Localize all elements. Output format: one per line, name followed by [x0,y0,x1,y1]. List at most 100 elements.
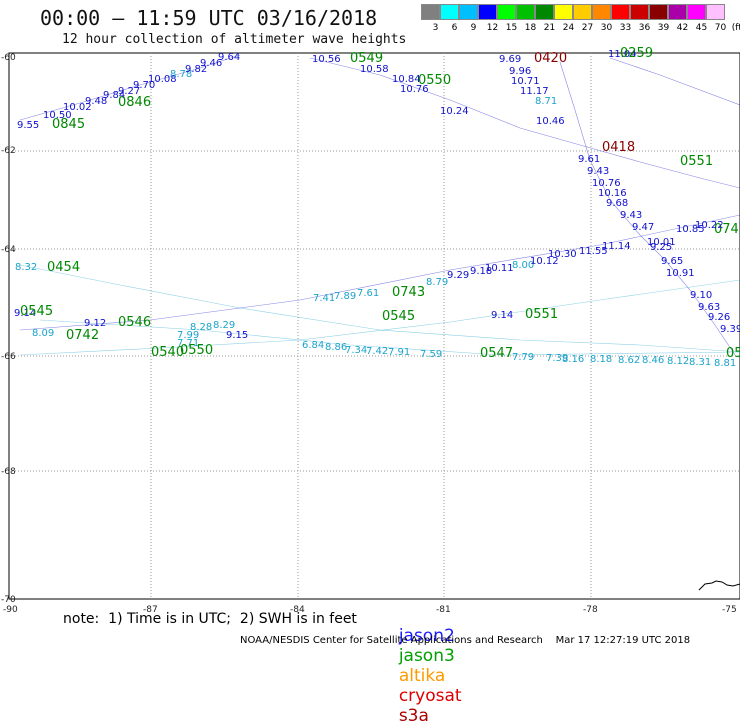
pass-time-label: 0551 [525,307,558,322]
pass-time-label: 0549 [350,51,383,66]
wave-height-label: 10.12 [530,256,559,267]
pass-time-label: 0259 [620,46,653,61]
legend-label: 70 [714,23,727,33]
legend-swatch [630,4,649,20]
satellite-legend: jason2 jason3 altika cryosat s3a [388,606,462,726]
pass-time-label: 0530 [726,346,740,361]
lon-label: -87 [143,605,158,615]
legend-label: 12 [486,23,499,33]
wave-height-label: 7.89 [334,291,356,302]
wave-height-label: 10.58 [360,64,389,75]
wave-height-label: 7.99 [177,330,199,341]
lat-label: -70 [1,595,16,605]
wave-height-label: 9.46 [200,58,222,69]
satellite-name: altika [398,666,446,686]
wave-height-label: 8.86 [325,342,347,353]
lon-label: -90 [3,605,18,615]
lat-label: -68 [1,467,16,477]
wave-height-label: 7.42 [366,346,388,357]
legend-label: 27 [581,23,594,33]
lon-label: -81 [436,605,451,615]
wave-height-label: 10.11 [485,263,514,274]
pass-time-label: 0551 [680,154,713,169]
lon-label: -78 [583,605,598,615]
wave-height-label: 10.01 [647,237,676,248]
legend-label: 45 [695,23,708,33]
wave-height-label: 11.14 [602,241,631,252]
satellite-track [309,57,740,189]
legend-swatch [649,4,668,20]
wave-height-label: 8.78 [170,69,192,80]
pass-time-label: 0547 [480,346,513,361]
satellite-track [19,54,241,121]
wave-height-label: 9.43 [587,166,609,177]
grid-lines [9,53,740,599]
satellite-track [19,214,740,331]
legend-label: 6 [451,23,458,33]
wave-height-label: 9.14 [491,310,513,321]
wave-height-label: 10.16 [598,188,627,199]
wave-height-label: 7.91 [388,347,410,358]
wave-height-map: -60 -62 -64 -66 -68 -70 -90 -87 -84 -81 … [1,46,740,615]
legend-label: 18 [524,23,537,33]
pass-time-label: 0418 [602,140,635,155]
wave-height-label: 11.55 [579,246,608,257]
legend-label: 3 [432,23,439,33]
observation-labels: 9.55 084510.5010.029.489.8408469.279.7010… [14,46,740,369]
wave-height-label: 10.50 [43,110,72,121]
wave-height-label: 11.04 [608,49,637,60]
wave-height-label: 10.84 [392,74,421,85]
legend-swatch [497,4,516,20]
wave-height-label: 9.68 [606,198,628,209]
legend-label: 36 [638,23,651,33]
wave-height-label: 8.31 [689,357,711,368]
pass-time-label: 0545 [20,304,53,319]
wave-height-label: 9.69 [499,54,521,65]
legend-swatch [459,4,478,20]
wave-height-label: 8.62 [618,355,640,366]
pass-time-label: 0845 [52,117,85,132]
satellite-name: cryosat [398,686,462,706]
wave-height-label: 10.24 [440,106,469,117]
satellite-name: jason2 [398,626,455,646]
lat-label: -62 [1,146,16,156]
wave-height-label: 7.39 [546,353,568,364]
legend-swatch [668,4,687,20]
wave-height-label: 9.15 [226,330,248,341]
legend-swatch [440,4,459,20]
wave-height-label: 8.09 [32,328,54,339]
lat-label: -60 [1,53,16,63]
units-note: note: 1) Time is in UTC; 2) SWH is in fe… [63,611,357,627]
wave-height-label: 9.10 [690,290,712,301]
satellite-track [19,279,740,356]
legend-swatch [687,4,706,20]
wave-height-label: 8.18 [590,354,612,365]
coastline [698,580,740,591]
legend-label: 24 [562,23,575,33]
wave-height-label: 9.29 [447,270,469,281]
wave-height-label: 9.27 [118,86,140,97]
wave-height-label: 9.25 [650,242,672,253]
wave-height-label: 9.47 [632,222,654,233]
wave-height-label: 8.00 [512,260,534,271]
pass-time-label: 0454 [47,260,80,275]
wave-height-label: 10.30 [548,249,577,260]
wave-height-label: 10.56 [312,54,341,65]
wave-height-label: 11.17 [520,86,549,97]
wave-height-label: 9.63 [698,302,720,313]
legend-swatch [535,4,554,20]
lon-axis-labels: -90 -87 -84 -81 -78 -75 [3,605,737,615]
legend-swatch [573,4,592,20]
legend-swatch [478,4,497,20]
lat-label: -64 [1,245,16,255]
legend-label: 33 [619,23,632,33]
pass-time-label: 0545 [382,309,415,324]
wave-height-label: 9.84 [103,90,125,101]
legend-label: 42 [676,23,689,33]
legend-swatch [706,4,725,20]
wave-height-label: 6.84 [302,340,324,351]
pass-time-label: 0550 [418,73,451,88]
altimeter-tracks [19,54,740,356]
legend-swatch [554,4,573,20]
